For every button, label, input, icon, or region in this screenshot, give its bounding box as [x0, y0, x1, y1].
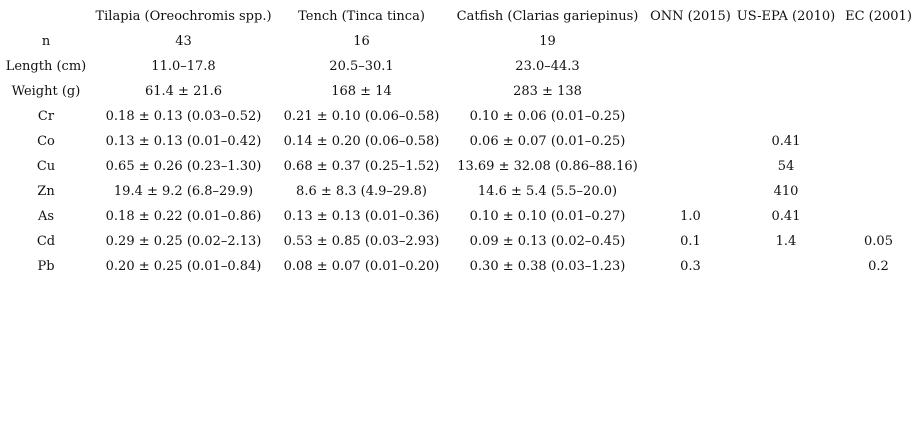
table-cell [838, 54, 919, 79]
table-cell: 0.13 ± 0.13 (0.01–0.42) [105, 134, 262, 149]
row-label-cell: Pb [37, 259, 55, 274]
table-cell [838, 204, 919, 229]
table-cell: 0.10 ± 0.06 (0.01–0.25) [469, 109, 626, 124]
header-cell-tilapia: Tilapia (Oreochromis spp.) [95, 9, 272, 24]
table-row: Length (cm) 11.0–17.8 20.5–30.1 23.0–44.… [0, 54, 919, 79]
table-cell [734, 54, 838, 79]
row-label-cell: n [41, 34, 51, 49]
table-row: Pb 0.20 ± 0.25 (0.01–0.84) 0.08 ± 0.07 (… [0, 254, 919, 279]
table-cell [838, 79, 919, 104]
table-cell: 0.41 [771, 209, 801, 224]
table-cell [734, 29, 838, 54]
row-label-cell: Weight (g) [11, 84, 81, 99]
table-cell: 8.6 ± 8.3 (4.9–29.8) [296, 184, 427, 199]
header-cell-row-label [0, 4, 92, 29]
table-cell [734, 104, 838, 129]
table-cell: 1.0 [680, 209, 701, 224]
header-cell-us-epa-2010: US-EPA (2010) [736, 9, 836, 24]
table-cell: 0.1 [680, 234, 701, 249]
table-cell: 0.41 [771, 134, 801, 149]
table-cell: 13.69 ± 32.08 (0.86–88.16) [457, 159, 638, 174]
table-cell: 0.10 ± 0.10 (0.01–0.27) [469, 209, 626, 224]
table-cell: 1.4 [775, 234, 797, 249]
table-cell: 54 [777, 159, 795, 174]
table-cell [838, 129, 919, 154]
table-cell: 0.06 ± 0.07 (0.01–0.25) [469, 134, 626, 149]
table-row: Cu 0.65 ± 0.26 (0.23–1.30) 0.68 ± 0.37 (… [0, 154, 919, 179]
table-cell: 410 [773, 184, 799, 199]
table-cell: 20.5–30.1 [329, 59, 394, 74]
table-cell: 0.09 ± 0.13 (0.02–0.45) [469, 234, 626, 249]
table-cell: 11.0–17.8 [151, 59, 216, 74]
header-cell-tench: Tench (Tinca tinca) [298, 9, 425, 24]
table-cell: 0.08 ± 0.07 (0.01–0.20) [283, 259, 440, 274]
row-label-cell: Cu [36, 159, 56, 174]
table-cell: 0.29 ± 0.25 (0.02–2.13) [105, 234, 262, 249]
table-cell [734, 79, 838, 104]
header-cell-catfish: Catfish (Clarias gariepinus) [456, 9, 639, 24]
table-cell: 0.14 ± 0.20 (0.06–0.58) [283, 134, 440, 149]
data-table-container: Tilapia (Oreochromis spp.) Tench (Tinca … [0, 4, 919, 279]
table-cell [647, 104, 734, 129]
table-cell: 0.68 ± 0.37 (0.25–1.52) [283, 159, 440, 174]
row-label-cell: Cd [36, 234, 56, 249]
table-cell: 14.6 ± 5.4 (5.5–20.0) [477, 184, 618, 199]
table-cell: 0.3 [680, 259, 701, 274]
table-row: Zn 19.4 ± 9.2 (6.8–29.9) 8.6 ± 8.3 (4.9–… [0, 179, 919, 204]
row-label-cell: Length (cm) [5, 59, 87, 74]
table-row: Co 0.13 ± 0.13 (0.01–0.42) 0.14 ± 0.20 (… [0, 129, 919, 154]
row-label-cell: As [37, 209, 55, 224]
header-row: Tilapia (Oreochromis spp.) Tench (Tinca … [0, 4, 919, 29]
table-cell: 0.05 [864, 234, 893, 249]
row-label-cell: Zn [37, 184, 55, 199]
table-row: Cd 0.29 ± 0.25 (0.02–2.13) 0.53 ± 0.85 (… [0, 229, 919, 254]
table-cell [647, 29, 734, 54]
table-cell: 61.4 ± 21.6 [144, 84, 223, 99]
table-cell: 0.20 ± 0.25 (0.01–0.84) [105, 259, 262, 274]
table-cell: 0.2 [868, 259, 889, 274]
table-cell: 0.53 ± 0.85 (0.03–2.93) [283, 234, 440, 249]
table-row: Cr 0.18 ± 0.13 (0.03–0.52) 0.21 ± 0.10 (… [0, 104, 919, 129]
table-cell [647, 79, 734, 104]
table-cell: 0.65 ± 0.26 (0.23–1.30) [105, 159, 262, 174]
table-cell: 43 [175, 34, 192, 49]
table-cell [734, 254, 838, 279]
table-cell [838, 179, 919, 204]
row-label-cell: Cr [37, 109, 55, 124]
table-cell: 0.18 ± 0.22 (0.01–0.86) [105, 209, 262, 224]
table-row: Weight (g) 61.4 ± 21.6 168 ± 14 283 ± 13… [0, 79, 919, 104]
table-cell [838, 104, 919, 129]
table-cell [838, 154, 919, 179]
table-cell: 19.4 ± 9.2 (6.8–29.9) [113, 184, 254, 199]
table-cell [647, 129, 734, 154]
table-cell: 16 [353, 34, 370, 49]
table-cell: 0.18 ± 0.13 (0.03–0.52) [105, 109, 262, 124]
header-cell-onn-2015: ONN (2015) [650, 9, 731, 24]
table-row: As 0.18 ± 0.22 (0.01–0.86) 0.13 ± 0.13 (… [0, 204, 919, 229]
table-cell: 283 ± 138 [513, 84, 582, 99]
table-cell: 0.21 ± 0.10 (0.06–0.58) [283, 109, 440, 124]
header-cell-ec-2001: EC (2001) [845, 9, 912, 24]
table-row: n 43 16 19 [0, 29, 919, 54]
table-cell [838, 29, 919, 54]
table-cell: 0.30 ± 0.38 (0.03–1.23) [469, 259, 626, 274]
table-cell [647, 54, 734, 79]
table-cell [647, 179, 734, 204]
table-cell [647, 154, 734, 179]
table-cell: 23.0–44.3 [515, 59, 580, 74]
metal-concentration-table: Tilapia (Oreochromis spp.) Tench (Tinca … [0, 4, 919, 279]
table-cell: 168 ± 14 [331, 84, 392, 99]
table-cell: 19 [539, 34, 556, 49]
table-cell: 0.13 ± 0.13 (0.01–0.36) [283, 209, 440, 224]
row-label-cell: Co [37, 134, 55, 149]
